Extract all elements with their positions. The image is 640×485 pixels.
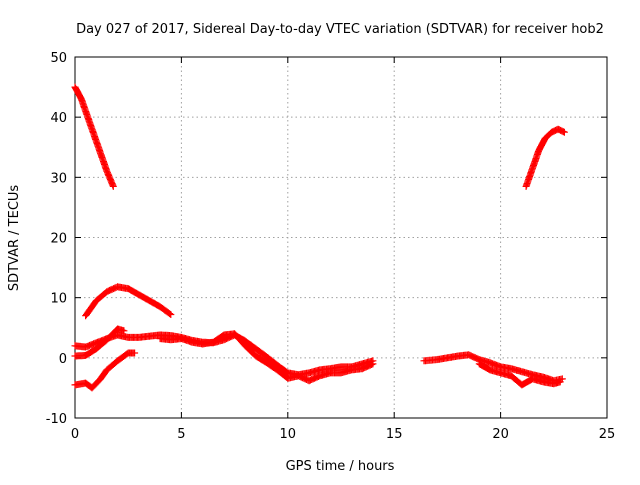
data-marker-track (420, 351, 566, 385)
y-axis-label: SDTVAR / TECUs (7, 185, 22, 292)
data-marker-track (71, 83, 117, 190)
y-tick-label: 0 (59, 352, 67, 367)
data-marker-track (475, 360, 564, 389)
series-sat-d (71, 325, 128, 360)
y-tick-label: 20 (50, 232, 67, 247)
series-sat-b (82, 283, 175, 320)
x-axis-label: GPS time / hours (286, 459, 395, 474)
y-tick-label: -10 (46, 412, 67, 427)
tick-layer: 0 5 10 15 20 25 -10 0 10 20 30 40 50 (46, 51, 616, 442)
y-tick-label: 10 (50, 292, 67, 307)
series-sat-a (71, 83, 117, 190)
x-tick-label: 5 (177, 427, 185, 442)
series-sat-h (475, 360, 564, 389)
series-sat-f (71, 349, 139, 392)
series-sat-i (522, 125, 568, 190)
chart-title: Day 027 of 2017, Sidereal Day-to-day VTE… (76, 22, 604, 37)
x-tick-label: 20 (492, 427, 509, 442)
data-marker-track (71, 325, 128, 360)
y-tick-label: 30 (50, 171, 67, 186)
data-layer (71, 83, 568, 392)
data-marker-track (156, 330, 377, 385)
data-marker-track (82, 283, 175, 320)
series-sat-g (420, 351, 566, 385)
x-tick-label: 25 (599, 427, 616, 442)
y-tick-label: 50 (50, 51, 67, 66)
x-tick-label: 0 (71, 427, 79, 442)
grid-layer (75, 57, 607, 418)
x-tick-label: 10 (280, 427, 297, 442)
data-marker-track (522, 125, 568, 190)
series-sat-e (156, 330, 377, 385)
data-marker-track (71, 349, 139, 392)
y-tick-label: 40 (50, 111, 67, 126)
x-tick-label: 15 (386, 427, 403, 442)
